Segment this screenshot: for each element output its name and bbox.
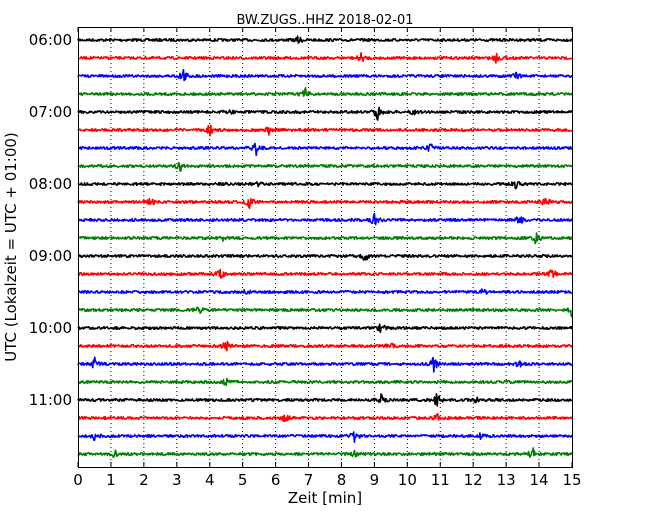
y-tick-label: 11:00 xyxy=(29,391,72,409)
trace-0700 xyxy=(77,106,573,121)
grid xyxy=(110,27,540,467)
trace-1015 xyxy=(77,340,573,352)
trace-0800 xyxy=(77,181,573,190)
x-tick-label: 7 xyxy=(304,471,314,489)
x-tick-label: 11 xyxy=(431,471,450,489)
x-tick-label: 0 xyxy=(73,471,83,489)
trace-0930 xyxy=(77,288,573,295)
chart-title: BW.ZUGS..HHZ 2018-02-01 xyxy=(236,13,413,28)
x-tick-label: 3 xyxy=(172,471,182,489)
trace-0630 xyxy=(77,68,573,82)
traces xyxy=(77,35,573,459)
x-tick-label: 15 xyxy=(562,471,581,489)
y-tick-label: 08:00 xyxy=(29,175,72,193)
x-tick-label: 1 xyxy=(106,471,116,489)
trace-0600 xyxy=(77,35,573,44)
y-axis: 06:00 07:00 08:00 09:00 10:00 11:00 xyxy=(29,31,572,409)
trace-0730 xyxy=(77,142,573,157)
trace-0615 xyxy=(77,52,573,64)
plot-frame xyxy=(78,27,573,468)
y-tick-label: 06:00 xyxy=(29,31,72,49)
x-tick-label: 2 xyxy=(139,471,149,489)
trace-1000 xyxy=(77,323,573,334)
x-tick-label: 12 xyxy=(464,471,483,489)
trace-0845 xyxy=(77,232,573,245)
y-tick-label: 07:00 xyxy=(29,103,72,121)
x-axis: 0 1 2 3 4 5 6 7 8 9 10 11 12 13 14 15 xyxy=(73,27,582,489)
trace-1130 xyxy=(77,431,573,443)
trace-0815 xyxy=(77,197,573,209)
x-axis-label: Zeit [min] xyxy=(288,489,362,507)
trace-1045 xyxy=(77,377,573,387)
trace-0830 xyxy=(77,212,573,226)
trace-1100 xyxy=(77,393,573,407)
trace-1030 xyxy=(77,356,573,373)
trace-0900 xyxy=(77,253,573,261)
y-tick-label: 09:00 xyxy=(29,247,72,265)
x-tick-label: 9 xyxy=(370,471,380,489)
x-tick-label: 4 xyxy=(205,471,215,489)
trace-0715 xyxy=(77,124,573,137)
trace-0915 xyxy=(77,268,573,279)
y-axis-label: UTC (Lokalzeit = UTC + 01:00) xyxy=(2,132,20,362)
trace-0645 xyxy=(77,87,573,97)
trace-0945 xyxy=(77,306,573,318)
x-tick-label: 5 xyxy=(238,471,248,489)
trace-1145 xyxy=(77,447,573,459)
x-tick-label: 10 xyxy=(398,471,417,489)
y-tick-label: 10:00 xyxy=(29,319,72,337)
x-tick-label: 13 xyxy=(497,471,516,489)
trace-1115 xyxy=(77,413,573,422)
x-tick-label: 6 xyxy=(271,471,281,489)
x-tick-label: 14 xyxy=(530,471,549,489)
x-tick-label: 8 xyxy=(337,471,347,489)
trace-0745 xyxy=(77,161,573,172)
